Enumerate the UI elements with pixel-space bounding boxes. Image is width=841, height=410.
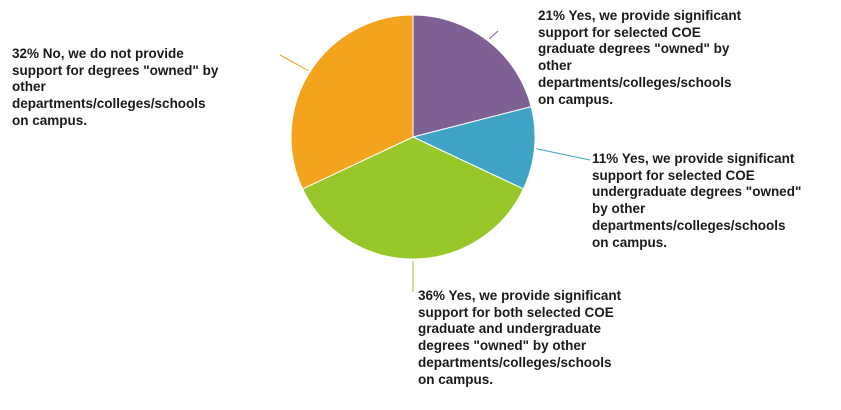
leader-line-slice-11 xyxy=(536,148,591,161)
slice-label-21: 21% Yes, we provide significant support … xyxy=(538,8,742,107)
slice-label-11: 11% Yes, we provide significant support … xyxy=(592,151,802,250)
slice-label-36: 36% Yes, we provide significant support … xyxy=(418,288,622,387)
slice-11 xyxy=(411,106,536,190)
slice-label-32: 32% No, we do not provide support for de… xyxy=(12,46,219,128)
slice-32 xyxy=(290,14,414,190)
pie-slices xyxy=(290,14,536,260)
leader-line-slice-21 xyxy=(488,30,499,40)
slice-36 xyxy=(301,136,525,260)
leader-lines xyxy=(279,30,591,292)
leader-line-slice-32 xyxy=(279,54,309,72)
slice-21 xyxy=(412,14,532,138)
